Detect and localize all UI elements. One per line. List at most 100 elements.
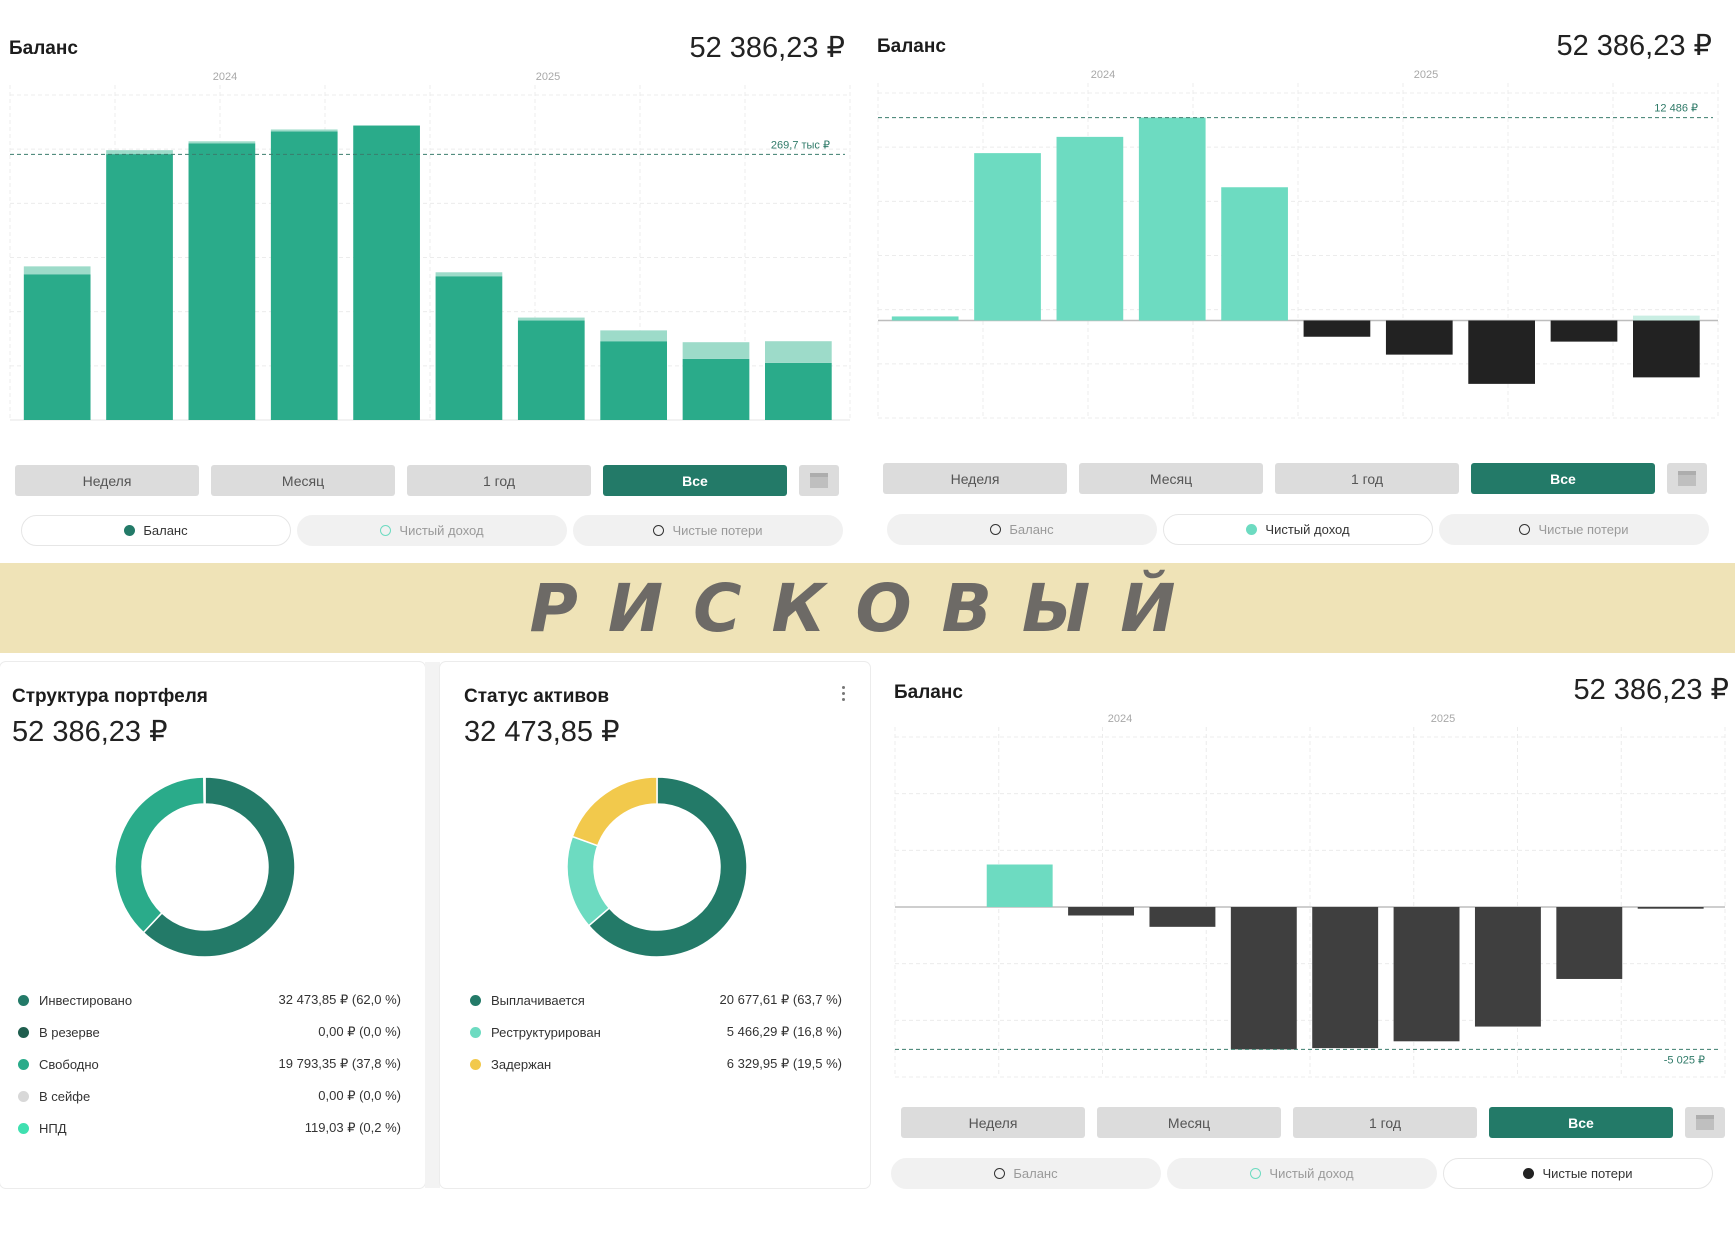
legend-toggle-net-income[interactable]: Чистый доход (1163, 514, 1433, 545)
tab-year[interactable]: 1 год (1275, 463, 1459, 494)
bar (1230, 907, 1297, 1050)
series-legend: Баланс Чистый доход Чистые потери (887, 514, 1709, 545)
tab-week[interactable]: Неделя (883, 463, 1067, 494)
bar (1637, 907, 1704, 909)
bar (1556, 907, 1623, 979)
bar (600, 341, 667, 420)
donut-slice (203, 776, 206, 805)
calendar-icon (810, 473, 828, 488)
year-label: 2024 (213, 71, 237, 83)
balance-bar-chart: 2024 2025 269,7 тыс ₽ (9, 71, 851, 421)
year-label: 2025 (1414, 69, 1438, 81)
legend-row: В резерве 0,00 ₽ (0,0 %) (18, 1016, 401, 1048)
legend-dot-icon (990, 524, 1002, 535)
tab-all[interactable]: Все (1489, 1107, 1673, 1138)
legend-toggle-balance[interactable]: Баланс (887, 514, 1157, 545)
legend-row-value: 0,00 ₽ (0,0 %) (318, 1024, 401, 1039)
donut-slice (114, 776, 205, 934)
legend-toggle-net-losses[interactable]: Чистые потери (1439, 514, 1709, 545)
calendar-button[interactable] (1685, 1107, 1725, 1138)
tab-all[interactable]: Все (603, 465, 787, 496)
tab-year[interactable]: 1 год (1293, 1107, 1477, 1138)
year-label: 2025 (536, 71, 560, 83)
calendar-button[interactable] (1667, 463, 1707, 494)
legend-label: Баланс (143, 523, 188, 538)
bar (1468, 320, 1535, 384)
legend-row-label: В резерве (39, 1024, 100, 1040)
legend-dot-icon (470, 1058, 481, 1070)
panel-amount: 52 386,23 ₽ (689, 32, 845, 64)
donut-slice (587, 776, 748, 958)
legend-row: Инвестировано 32 473,85 ₽ (62,0 %) (18, 984, 401, 1016)
bar (435, 276, 503, 420)
legend-row-label: НПД (39, 1120, 67, 1136)
series-legend: Баланс Чистый доход Чистые потери (21, 515, 843, 546)
bar (1068, 907, 1135, 916)
tab-year[interactable]: 1 год (407, 465, 591, 496)
bar (353, 125, 420, 420)
tab-all[interactable]: Все (1471, 463, 1655, 494)
bar (1221, 187, 1288, 321)
bar (1393, 907, 1460, 1042)
legend-dot-icon (470, 994, 481, 1006)
legend-dot-icon (1519, 524, 1531, 535)
bar (1056, 136, 1124, 321)
legend-toggle-balance[interactable]: Баланс (891, 1158, 1161, 1189)
legend-label: Чистые потери (1542, 1166, 1633, 1181)
balance-panel-2: Баланс 52 386,23 ₽ 2024 2025 12 486 ₽ Неде… (868, 0, 1735, 560)
year-label: 2024 (1091, 69, 1115, 81)
bar (1550, 320, 1618, 342)
legend-row-label: Свободно (39, 1056, 99, 1072)
tab-month[interactable]: Месяц (211, 465, 395, 496)
panel-amount: 52 386,23 ₽ (1573, 674, 1729, 706)
bar (188, 143, 256, 420)
legend-toggle-balance[interactable]: Баланс (21, 515, 291, 546)
panel-title: Баланс (894, 682, 963, 703)
legend-toggle-net-losses[interactable]: Чистые потери (1443, 1158, 1713, 1189)
bar-overlay (1633, 315, 1700, 321)
calendar-button[interactable] (799, 465, 839, 496)
bar (1474, 907, 1541, 1027)
legend-row: НПД 119,03 ₽ (0,2 %) (18, 1112, 401, 1144)
period-selector: Неделя Месяц 1 год Все (901, 1107, 1725, 1138)
legend-dot-icon (18, 1090, 29, 1102)
legend-dot-icon (18, 1058, 29, 1070)
legend-row: Задержан 6 329,95 ₽ (19,5 %) (470, 1048, 842, 1080)
legend-row: В сейфе 0,00 ₽ (0,0 %) (18, 1080, 401, 1112)
legend-toggle-net-losses[interactable]: Чистые потери (573, 515, 843, 546)
portfolio-donut-chart (114, 776, 296, 958)
legend-toggle-net-income[interactable]: Чистый доход (1167, 1158, 1437, 1189)
bar-overlay (106, 150, 173, 155)
year-label: 2024 (1108, 713, 1132, 725)
bar-overlay (188, 141, 256, 144)
portfolio-legend-list: Инвестировано 32 473,85 ₽ (62,0 %) В резер… (18, 984, 401, 1144)
tab-week[interactable]: Неделя (15, 465, 199, 496)
legend-toggle-net-income[interactable]: Чистый доход (297, 515, 567, 546)
bar (974, 153, 1041, 321)
reference-label: -5 025 ₽ (1664, 1054, 1705, 1066)
year-label: 2025 (1431, 713, 1455, 725)
card-title: Структура портфеля (12, 686, 208, 707)
bar (765, 362, 832, 420)
reference-label: 12 486 ₽ (1654, 103, 1698, 115)
tab-month[interactable]: Месяц (1079, 463, 1263, 494)
card-title: Статус активов (464, 686, 610, 707)
legend-row-label: Задержан (491, 1056, 552, 1072)
legend-row: Реструктурирован 5 466,29 ₽ (16,8 %) (470, 1016, 842, 1048)
bar (517, 320, 585, 420)
divider (425, 662, 440, 1188)
legend-label: Чистый доход (1265, 522, 1350, 537)
card-amount: 32 473,85 ₽ (464, 716, 620, 748)
tab-month[interactable]: Месяц (1097, 1107, 1281, 1138)
balance-panel-3: Баланс 52 386,23 ₽ 2024 2025 -5 025 ₽ Неде… (885, 662, 1735, 1233)
more-menu-icon[interactable] (842, 686, 846, 704)
legend-row-value: 6 329,95 ₽ (19,5 %) (726, 1056, 842, 1071)
card-amount: 52 386,23 ₽ (12, 716, 168, 748)
bar-overlay (270, 129, 338, 132)
tab-week[interactable]: Неделя (901, 1107, 1085, 1138)
legend-row: Свободно 19 793,35 ₽ (37,8 %) (18, 1048, 401, 1080)
reference-label: 269,7 тыс ₽ (771, 139, 830, 151)
bar (1633, 320, 1700, 378)
legend-row-label: Выплачивается (491, 992, 585, 1008)
bar (1138, 117, 1206, 321)
